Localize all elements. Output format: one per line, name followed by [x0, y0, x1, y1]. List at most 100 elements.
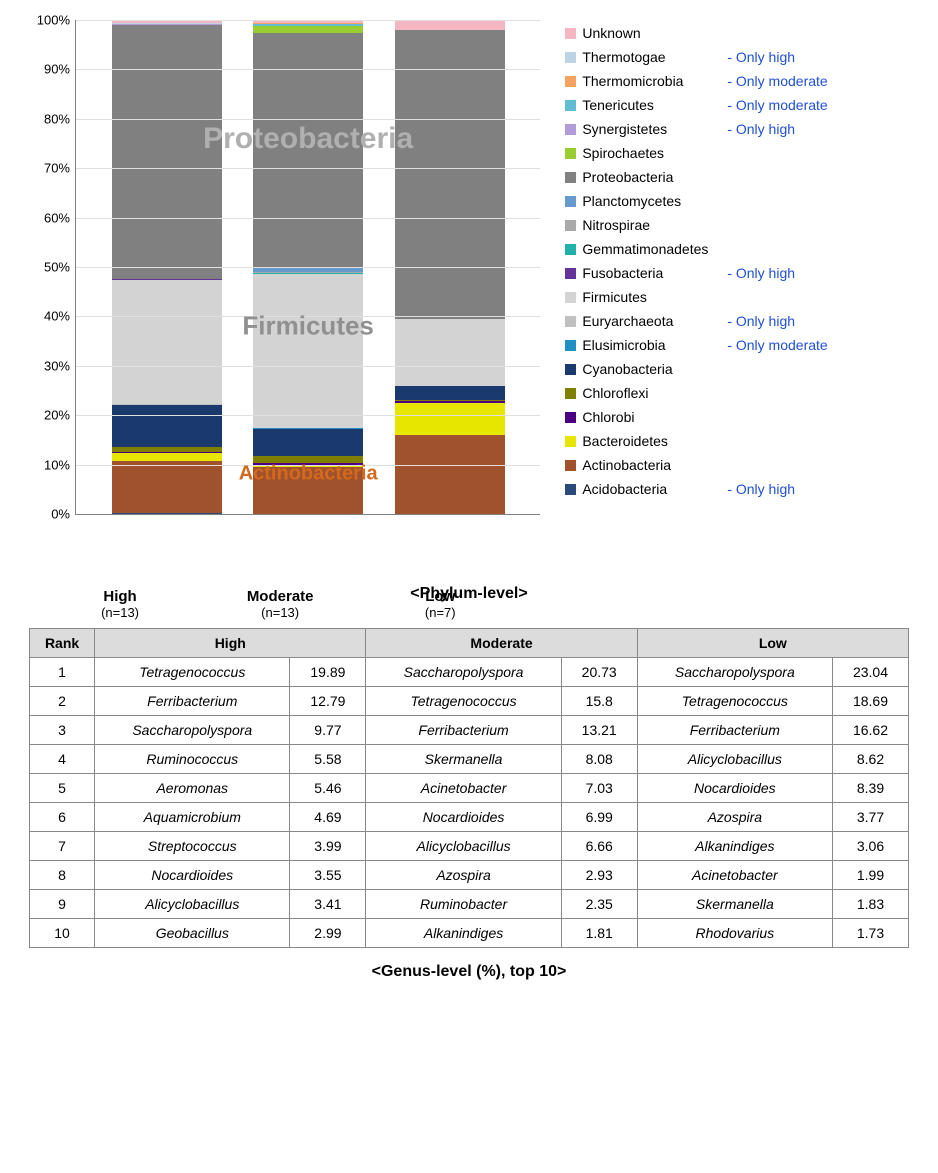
genus-table: Rank High Moderate Low 1Tetragenococcus1… — [29, 628, 909, 948]
legend-swatch — [565, 316, 576, 327]
legend-label: Spirochaetes — [582, 145, 727, 161]
table-row: 7Streptococcus3.99Alicyclobacillus6.66Al… — [30, 832, 909, 861]
cell-mod-val: 7.03 — [561, 774, 637, 803]
legend-item-unknown: Unknown — [565, 25, 918, 41]
cell-low-val: 8.62 — [833, 745, 909, 774]
segment-actinobacteria — [253, 467, 363, 514]
cell-high-name: Geobacillus — [95, 919, 290, 948]
cell-high-val: 2.99 — [290, 919, 366, 948]
th-high: High — [95, 629, 366, 658]
cell-rank: 3 — [30, 716, 95, 745]
cell-low-val: 1.99 — [833, 861, 909, 890]
th-rank: Rank — [30, 629, 95, 658]
grid-line — [76, 168, 540, 169]
table-row: 4Ruminococcus5.58Skermanella8.08Alicyclo… — [30, 745, 909, 774]
y-tick-label: 40% — [28, 309, 70, 324]
cell-mod-name: Tetragenococcus — [366, 687, 561, 716]
legend-swatch — [565, 268, 576, 279]
legend-item-thermomicrobia: Thermomicrobia- Only moderate — [565, 73, 918, 89]
legend-label: Firmicutes — [582, 289, 727, 305]
legend: UnknownThermotogae- Only highThermomicro… — [565, 20, 918, 570]
legend-item-euryarchaeota: Euryarchaeota- Only high — [565, 313, 918, 329]
cell-mod-val: 2.93 — [561, 861, 637, 890]
plot-area: 0%10%20%30%40%50%60%70%80%90%100%Proteob… — [75, 20, 540, 515]
segment-proteobacteria — [395, 30, 505, 319]
cell-mod-name: Nocardioides — [366, 803, 561, 832]
cell-high-val: 19.89 — [290, 658, 366, 687]
grid-line — [76, 119, 540, 120]
segment-cyanobacteria — [253, 429, 363, 456]
grid-line — [76, 316, 540, 317]
grid-line — [76, 69, 540, 70]
cell-rank: 8 — [30, 861, 95, 890]
cell-high-name: Ruminococcus — [95, 745, 290, 774]
legend-note: - Only high — [727, 49, 795, 65]
grid-line — [76, 218, 540, 219]
legend-swatch — [565, 220, 576, 231]
legend-item-planctomycetes: Planctomycetes — [565, 193, 918, 209]
cell-mod-val: 13.21 — [561, 716, 637, 745]
legend-label: Bacteroidetes — [582, 433, 727, 449]
legend-label: Proteobacteria — [582, 169, 727, 185]
cell-high-name: Tetragenococcus — [95, 658, 290, 687]
cell-low-name: Nocardioides — [637, 774, 832, 803]
legend-item-cyanobacteria: Cyanobacteria — [565, 361, 918, 377]
legend-item-elusimicrobia: Elusimicrobia- Only moderate — [565, 337, 918, 353]
legend-swatch — [565, 76, 576, 87]
cell-high-val: 4.69 — [290, 803, 366, 832]
cell-low-name: Acinetobacter — [637, 861, 832, 890]
table-header-row: Rank High Moderate Low — [30, 629, 909, 658]
cell-high-name: Aquamicrobium — [95, 803, 290, 832]
legend-label: Synergistetes — [582, 121, 727, 137]
table-row: 9Alicyclobacillus3.41Ruminobacter2.35Ske… — [30, 890, 909, 919]
cell-mod-name: Saccharopolyspora — [366, 658, 561, 687]
cell-high-name: Streptococcus — [95, 832, 290, 861]
cell-rank: 5 — [30, 774, 95, 803]
grid-line — [76, 465, 540, 466]
legend-item-bacteroidetes: Bacteroidetes — [565, 433, 918, 449]
cell-low-val: 1.83 — [833, 890, 909, 919]
legend-swatch — [565, 388, 576, 399]
legend-note: - Only high — [727, 121, 795, 137]
y-tick-label: 80% — [28, 111, 70, 126]
legend-swatch — [565, 52, 576, 63]
y-tick-label: 70% — [28, 161, 70, 176]
cell-mod-name: Ruminobacter — [366, 890, 561, 919]
y-tick-label: 0% — [28, 507, 70, 522]
x-axis-labels: High(n=13)Moderate(n=13)Low(n=7) — [20, 588, 540, 620]
legend-label: Nitrospirae — [582, 217, 727, 233]
legend-swatch — [565, 172, 576, 183]
cell-rank: 7 — [30, 832, 95, 861]
legend-item-spirochaetes: Spirochaetes — [565, 145, 918, 161]
cell-high-name: Alicyclobacillus — [95, 890, 290, 919]
y-tick-label: 20% — [28, 408, 70, 423]
legend-label: Fusobacteria — [582, 265, 727, 281]
cell-mod-val: 2.35 — [561, 890, 637, 919]
cell-mod-val: 8.08 — [561, 745, 637, 774]
legend-note: - Only moderate — [727, 97, 827, 113]
segment-cyanobacteria — [395, 386, 505, 401]
y-tick-label: 30% — [28, 358, 70, 373]
legend-label: Unknown — [582, 25, 727, 41]
y-tick-label: 90% — [28, 62, 70, 77]
legend-label: Elusimicrobia — [582, 337, 727, 353]
cell-high-val: 3.99 — [290, 832, 366, 861]
legend-swatch — [565, 100, 576, 111]
legend-swatch — [565, 124, 576, 135]
legend-item-tenericutes: Tenericutes- Only moderate — [565, 97, 918, 113]
legend-swatch — [565, 28, 576, 39]
grid-line — [76, 366, 540, 367]
cell-low-name: Alkanindiges — [637, 832, 832, 861]
cell-rank: 10 — [30, 919, 95, 948]
legend-note: - Only high — [727, 313, 795, 329]
table-row: 6Aquamicrobium4.69Nocardioides6.99Azospi… — [30, 803, 909, 832]
cell-high-val: 12.79 — [290, 687, 366, 716]
legend-label: Tenericutes — [582, 97, 727, 113]
cell-high-name: Ferribacterium — [95, 687, 290, 716]
segment-chloroflexi — [253, 456, 363, 463]
legend-swatch — [565, 196, 576, 207]
th-low: Low — [637, 629, 908, 658]
y-tick-label: 60% — [28, 210, 70, 225]
cell-high-val: 3.41 — [290, 890, 366, 919]
cell-low-val: 8.39 — [833, 774, 909, 803]
